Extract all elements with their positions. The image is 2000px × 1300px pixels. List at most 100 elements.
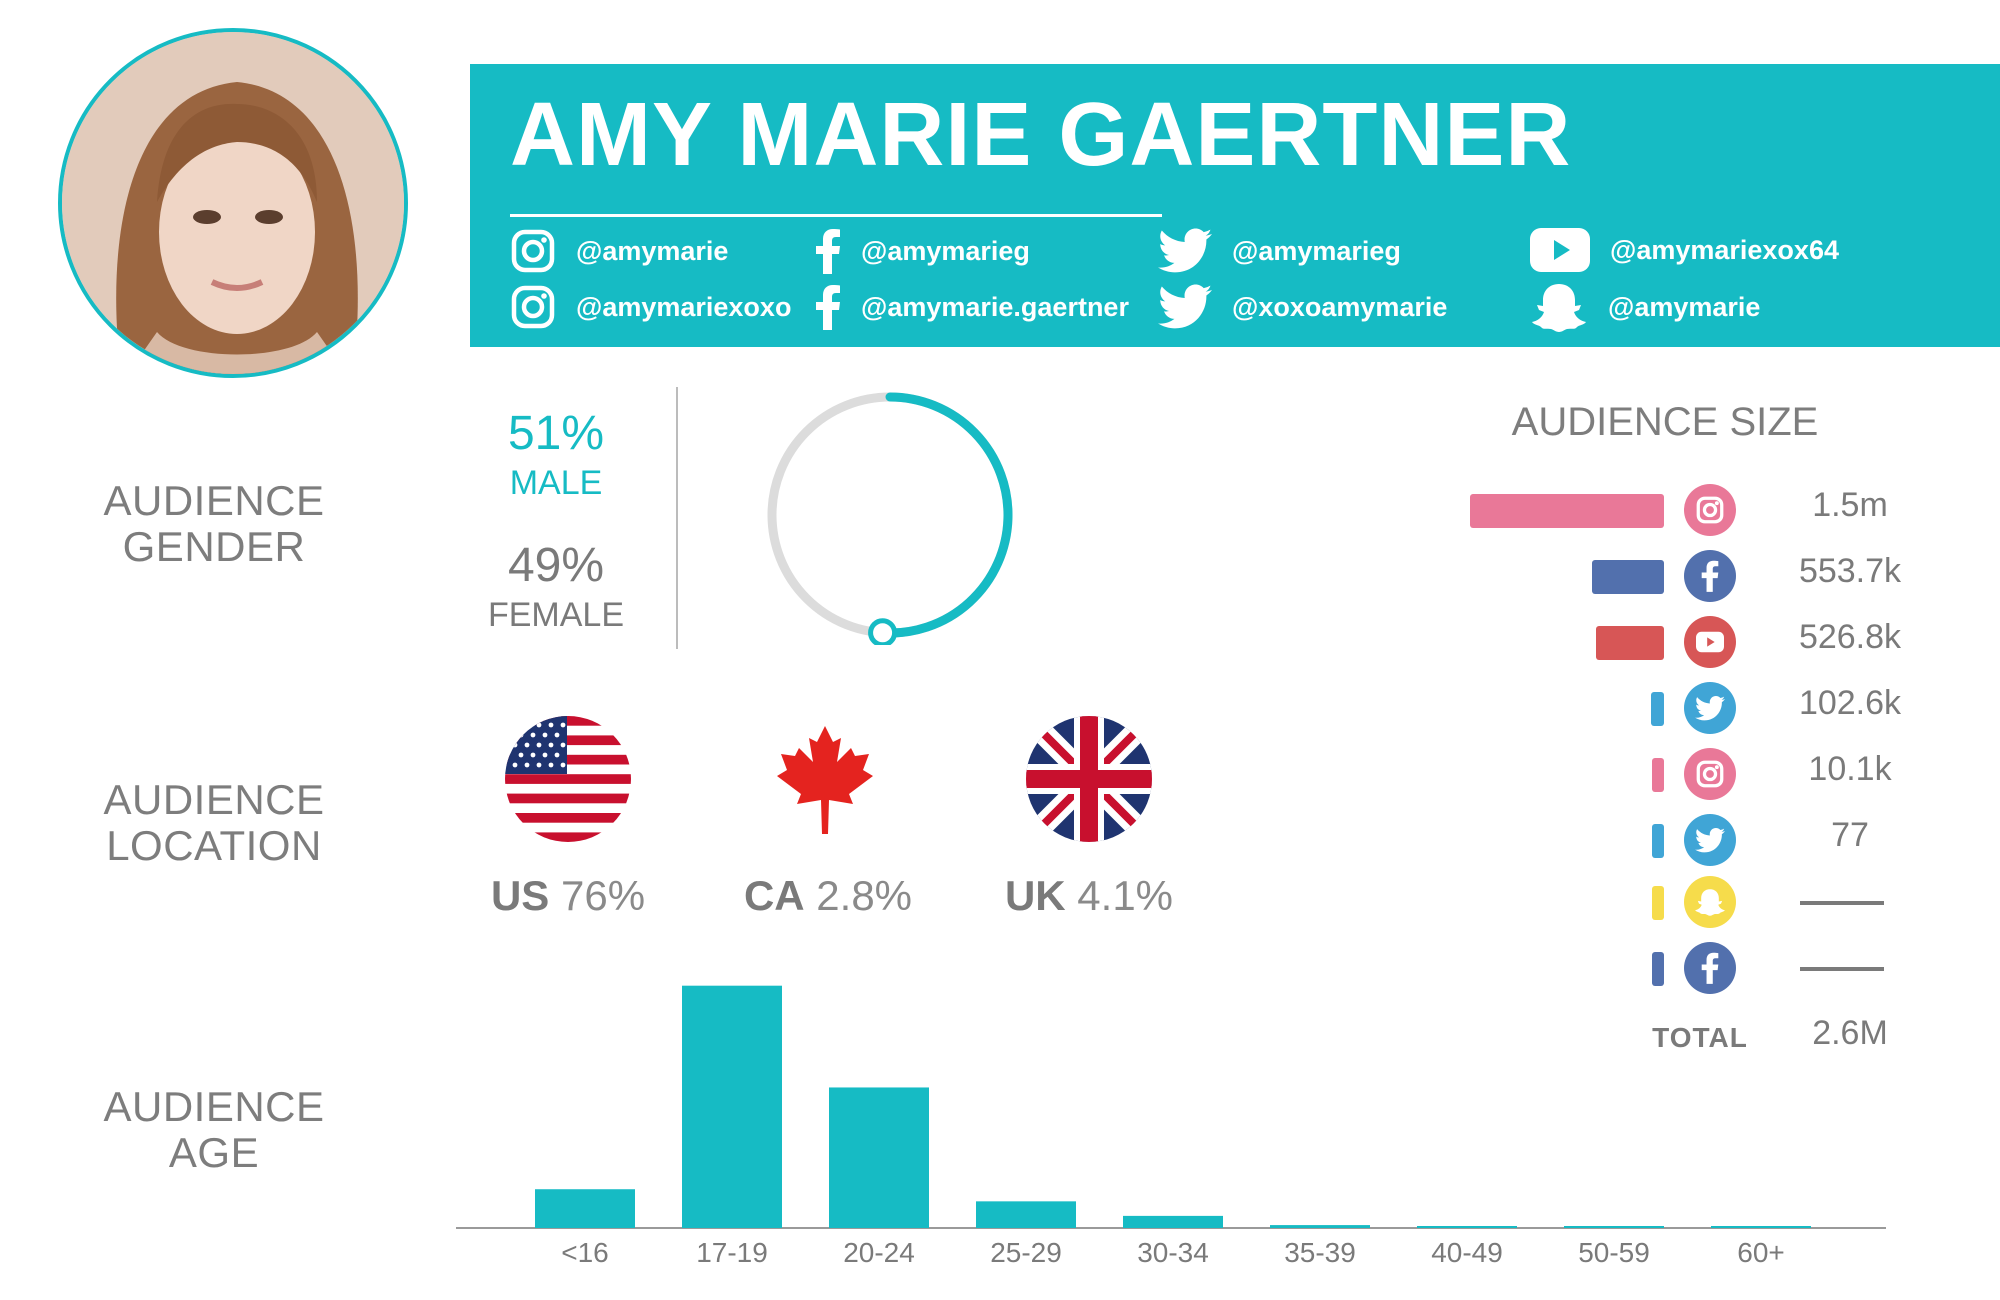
audience-size-bar xyxy=(1650,692,1664,726)
gender-gauge xyxy=(767,392,1013,645)
female-percent: 49% xyxy=(507,539,605,592)
handle-snapchat-1[interactable]: @amymarie xyxy=(1530,282,1760,332)
audience-size-value: 102.6k xyxy=(1798,684,1902,722)
handle-text: @xoxoamymarie xyxy=(1232,291,1448,322)
handle-instagram-1[interactable]: @amymarie xyxy=(510,228,728,274)
age-tick-label: 35-39 xyxy=(1284,1237,1356,1268)
location-label-line1: AUDIENCE xyxy=(103,776,325,823)
total-value: 2.6M xyxy=(1812,1014,1888,1052)
handle-text: @amymarieg xyxy=(1232,235,1401,266)
country-pct: 4.1% xyxy=(1077,872,1174,919)
location-label-line2: LOCATION xyxy=(106,822,322,869)
twitter-icon xyxy=(1158,284,1212,329)
country-code: UK xyxy=(1004,872,1066,919)
facebook-icon xyxy=(1684,942,1736,994)
age-bar-50-59 xyxy=(1564,1226,1664,1228)
twitter-icon xyxy=(1684,814,1736,866)
gender-divider xyxy=(676,387,678,649)
age-tick-label: <16 xyxy=(561,1237,609,1268)
uk-flag-icon xyxy=(1026,716,1152,842)
profile-photo xyxy=(62,32,404,374)
handle-twitter-1[interactable]: @amymarieg xyxy=(1158,228,1401,274)
audience-size-bar xyxy=(1652,824,1664,858)
age-bar-35-39 xyxy=(1270,1225,1370,1228)
age-section-label: AUDIENCE AGE xyxy=(54,1084,374,1176)
gender-section-label: AUDIENCE GENDER xyxy=(54,478,374,570)
handle-text: @amymarie xyxy=(1608,291,1761,322)
handle-instagram-2[interactable]: @amymariexoxo xyxy=(510,284,791,330)
no-data-dash xyxy=(1800,967,1884,971)
handle-text: @amymarie.gaertner xyxy=(861,291,1129,322)
youtube-icon xyxy=(1530,228,1590,272)
name-underline xyxy=(510,214,1162,217)
profile-name: AMY MARIE GAERTNER xyxy=(510,85,1572,185)
male-label: MALE xyxy=(509,464,603,502)
age-tick-label: 30-34 xyxy=(1137,1237,1209,1268)
audience-size-value: 1.5m xyxy=(1812,486,1888,524)
gender-label-line2: GENDER xyxy=(122,523,306,570)
country-pct: 2.8% xyxy=(816,872,913,919)
handle-youtube-1[interactable]: @amymariexox64 xyxy=(1530,228,1839,272)
gender-label-line1: AUDIENCE xyxy=(103,477,325,524)
instagram-icon xyxy=(1684,484,1736,536)
handle-text: @amymariexox64 xyxy=(1610,234,1839,265)
age-label-line1: AUDIENCE xyxy=(103,1083,325,1130)
age-bar-40-49 xyxy=(1417,1226,1517,1228)
male-percent: 51% xyxy=(507,407,605,460)
audience-size-row-snapchat xyxy=(1430,872,1950,928)
handle-twitter-2[interactable]: @xoxoamymarie xyxy=(1158,284,1447,330)
age-tick-label: 50-59 xyxy=(1578,1237,1650,1268)
snapchat-icon xyxy=(1684,876,1736,928)
location-us: US 76% xyxy=(458,872,678,920)
audience-size-row-twitter: 77 xyxy=(1430,810,1950,866)
age-bar-17-19 xyxy=(682,985,782,1228)
audience-size-bar xyxy=(1652,758,1664,792)
audience-size-bar xyxy=(1470,494,1664,528)
age-tick-label: 60+ xyxy=(1737,1237,1785,1268)
age-bar-30-34 xyxy=(1123,1215,1223,1228)
canada-flag-icon xyxy=(777,726,873,834)
age-bar-20-24 xyxy=(829,1087,929,1228)
audience-size-value: 553.7k xyxy=(1798,552,1902,590)
handle-facebook-2[interactable]: @amymarie.gaertner xyxy=(815,284,1129,330)
total-label: TOTAL xyxy=(1652,1022,1748,1053)
audience-size-value: 77 xyxy=(1831,816,1869,854)
twitter-icon xyxy=(1158,228,1212,273)
country-code: CA xyxy=(743,872,805,919)
audience-size-bar xyxy=(1595,626,1664,660)
location-section-label: AUDIENCE LOCATION xyxy=(54,777,374,869)
age-label-line2: AGE xyxy=(168,1129,260,1176)
youtube-icon xyxy=(1684,616,1736,668)
instagram-icon xyxy=(511,285,555,329)
instagram-icon xyxy=(1684,748,1736,800)
facebook-icon xyxy=(816,285,840,330)
facebook-icon xyxy=(816,229,840,274)
audience-size-bar xyxy=(1652,952,1664,986)
location-ca: CA 2.8% xyxy=(718,872,938,920)
audience-size-bar xyxy=(1592,560,1664,594)
profile-avatar xyxy=(58,28,408,378)
age-tick-label: 17-19 xyxy=(696,1237,768,1268)
handle-text: @amymarie xyxy=(576,235,729,266)
handle-facebook-1[interactable]: @amymarieg xyxy=(815,228,1030,274)
gauge-knob xyxy=(868,618,898,645)
age-bar-25-29 xyxy=(976,1201,1076,1228)
audience-size-row-facebook: 553.7k xyxy=(1430,546,1950,602)
age-bar-chart: <16 17-19 20-24 25-29 30-34 35-39 40-49 50-59 60… xyxy=(456,985,1886,1268)
handle-text: @amymarieg xyxy=(861,235,1030,266)
location-uk: UK 4.1% xyxy=(979,872,1199,920)
country-pct: 76% xyxy=(560,872,646,919)
audience-size-row-instagram: 1.5m xyxy=(1430,480,1950,536)
age-tick-label: 20-24 xyxy=(843,1237,915,1268)
age-bar-60+ xyxy=(1711,1226,1811,1228)
twitter-icon xyxy=(1684,682,1736,734)
age-tick-label: 25-29 xyxy=(990,1237,1062,1268)
age-tick-label: 40-49 xyxy=(1431,1237,1503,1268)
handle-text: @amymariexoxo xyxy=(576,291,792,322)
us-flag-icon xyxy=(505,716,631,842)
instagram-icon xyxy=(511,229,555,273)
snapchat-icon xyxy=(1532,284,1586,332)
audience-size-bar xyxy=(1652,886,1664,920)
audience-size-row-twitter: 102.6k xyxy=(1430,678,1950,734)
audience-size-title: AUDIENCE SIZE xyxy=(1511,400,1819,444)
